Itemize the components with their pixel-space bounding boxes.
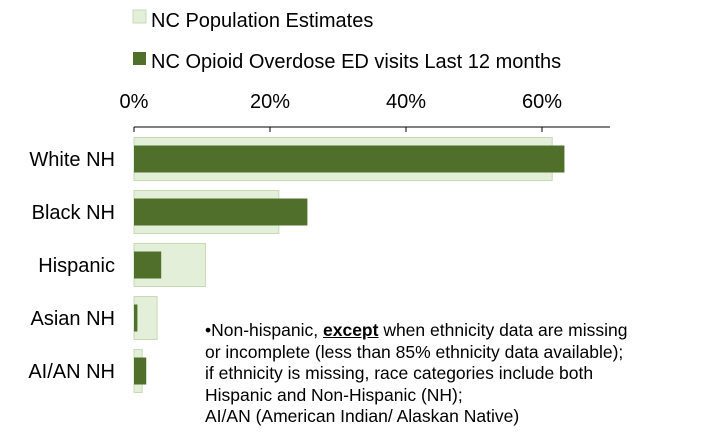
footnote-emphasis: except bbox=[323, 320, 379, 340]
x-tick-label: 60% bbox=[522, 91, 562, 113]
category-label: White NH bbox=[29, 149, 115, 171]
footnote: •Non-hispanic, except when ethnicity dat… bbox=[205, 320, 705, 428]
bar-ed-visits bbox=[134, 198, 308, 226]
category-label: AI/AN NH bbox=[28, 361, 115, 383]
x-axis: 0% 20% 40% 60% bbox=[120, 91, 610, 132]
legend-swatch-population bbox=[132, 9, 147, 24]
footnote-line-1-suffix: when ethnicity data are missing bbox=[378, 320, 628, 340]
category-label: Black NH bbox=[32, 202, 115, 224]
footnote-line-2: or incomplete (less than 85% ethnicity d… bbox=[205, 341, 624, 362]
bar-ed-visits bbox=[134, 357, 147, 385]
category-label: Asian NH bbox=[31, 308, 115, 330]
bar-ed-visits bbox=[134, 251, 162, 279]
bars bbox=[133, 137, 565, 393]
x-tick-label: 20% bbox=[250, 91, 290, 113]
bar-ed-visits bbox=[134, 145, 565, 173]
footnote-line-1-prefix: •Non-hispanic, bbox=[205, 320, 323, 340]
legend-swatch-ed-visits bbox=[133, 52, 146, 65]
category-labels: White NH Black NH Hispanic Asian NH AI/AN NH bbox=[28, 149, 115, 383]
footnote-line-4: Hispanic and Non-Hispanic (NH); bbox=[205, 384, 463, 405]
bar-ed-visits bbox=[134, 304, 138, 332]
footnote-line-3: if ethnicity is missing, race categories… bbox=[205, 363, 594, 383]
footnote-line-1: •Non-hispanic, except when ethnicity dat… bbox=[205, 320, 705, 342]
footnote-line-5: AI/AN (American Indian/ Alaskan Native) bbox=[205, 406, 520, 426]
legend-label-population: NC Population Estimates bbox=[151, 10, 373, 32]
legend: NC Population Estimates NC Opioid Overdo… bbox=[132, 9, 561, 73]
x-tick-label: 0% bbox=[120, 91, 149, 113]
category-label: Hispanic bbox=[38, 255, 115, 277]
x-tick-label: 40% bbox=[386, 91, 426, 113]
legend-label-ed-visits: NC Opioid Overdose ED visits Last 12 mon… bbox=[151, 51, 561, 73]
bar-population-estimate bbox=[133, 296, 158, 340]
